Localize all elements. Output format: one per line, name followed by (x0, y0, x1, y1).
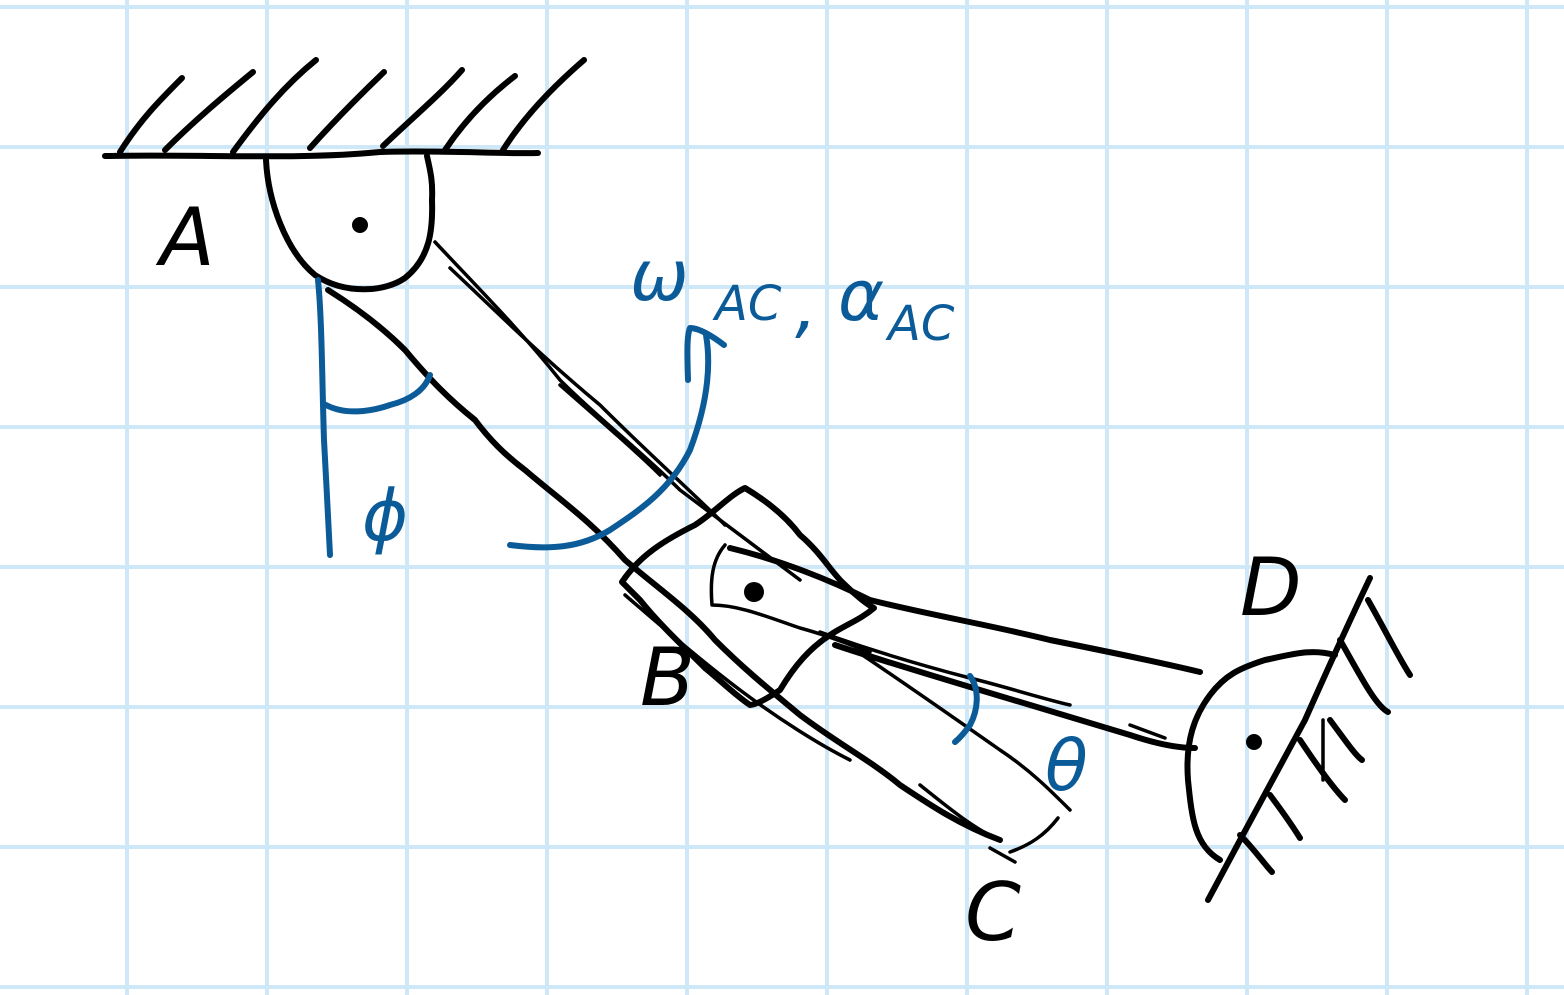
collar-outline (619, 485, 877, 708)
hatch-mark (117, 75, 185, 155)
hatch-mark (500, 57, 587, 153)
theta-angle-arc (952, 673, 980, 745)
label-a: A (155, 191, 215, 284)
ground-line-top (102, 148, 541, 160)
pin-d (1246, 734, 1262, 750)
collar-inner (709, 543, 872, 654)
comma: , (795, 265, 817, 347)
annotations (315, 277, 980, 745)
hatch-mark (1337, 637, 1391, 715)
bar-ac-upper-edge (433, 240, 802, 582)
phi-angle-arc (323, 372, 433, 415)
pivot-d (1184, 575, 1413, 903)
omega-subscript: AC (712, 276, 782, 332)
label-d: D (1240, 541, 1302, 634)
hatch-mark (442, 73, 518, 153)
hatch-mark (380, 67, 465, 149)
rod-bd-upper (727, 545, 1203, 675)
hatch-mark (1237, 832, 1275, 875)
inclined-ground-line (1205, 575, 1373, 903)
bar-ac-inner-line (448, 266, 727, 527)
pin-housing-a (263, 153, 436, 293)
top-ground-support (102, 57, 587, 160)
omega-rotation-arrow (507, 325, 727, 551)
label-b: B (640, 631, 695, 724)
hatch-mark (162, 69, 256, 153)
hatch-mark (307, 69, 387, 151)
hatch-mark (1297, 737, 1348, 803)
omega-symbol: ω (630, 235, 689, 317)
rod-bd-thin-line (853, 648, 1072, 812)
pin-b (744, 582, 764, 602)
pivot-d-housing (1184, 649, 1338, 863)
rod-bd-mid-line (818, 630, 1167, 740)
hatch-mark (1267, 792, 1303, 841)
alpha-subscript: AC (885, 296, 955, 352)
end-c-bracket (918, 783, 1060, 864)
bar-ac-lower-line (558, 383, 662, 477)
bar-ac-lower-edge (325, 287, 1003, 843)
theta-symbol: θ (1045, 725, 1088, 807)
alpha-symbol: α (838, 255, 884, 337)
label-c: C (965, 866, 1021, 959)
hatch-mark (1365, 597, 1413, 678)
hatch-mark (230, 57, 319, 155)
labels: A B C D ω AC , α AC ϕ θ (155, 191, 1302, 959)
vertical-reference-line (315, 277, 333, 558)
phi-symbol: ϕ (362, 475, 408, 557)
pin-a (352, 217, 368, 233)
rod-bd-lower (832, 642, 1198, 751)
hatch-mark (1327, 717, 1365, 763)
